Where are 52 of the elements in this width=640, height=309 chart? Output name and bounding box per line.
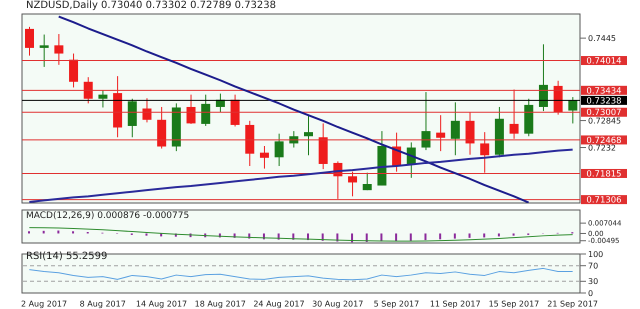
candlestick [362,172,372,191]
candlestick [304,114,313,156]
y-tick-label: 70 [588,262,598,271]
candlestick [260,145,269,170]
chart-title: MACD(12,26,9) 0.000876 -0.000775 [26,211,190,221]
chart-title: NZDUSD,Daily 0.73040 0.73302 0.72789 0.73238 [26,0,276,11]
x-tick-label: 11 Sep 2017 [430,300,481,309]
x-tick-label: 21 Sep 2017 [547,300,598,309]
line-series [28,227,574,242]
y-tick-label: 0.7232 [588,143,616,152]
x-tick-label: 24 Aug 2017 [253,300,305,309]
candlestick [98,90,108,108]
candlestick [69,53,78,88]
candlestick [480,132,490,174]
x-tick-label: 15 Sep 2017 [488,300,540,309]
candlestick [142,98,152,123]
candlestick [201,94,210,126]
candlestick [450,102,460,156]
candlestick [25,26,34,56]
y-tick-label: 0.72845 [588,116,622,126]
candlestick [84,76,93,104]
ref-line-label: 0.71306 [586,196,622,206]
ref-line-label: 0.73434 [586,86,622,96]
candlestick [436,114,446,152]
x-tick-label: 14 Aug 2017 [136,300,188,309]
x-tick-label: 5 Sep 2017 [374,300,420,309]
ref-line-label: 0.71815 [586,169,622,180]
x-tick-label: 30 Aug 2017 [312,300,364,309]
candlestick [568,96,578,124]
y-tick-label: 0.7445 [588,34,616,43]
candlestick [40,34,49,68]
candlestick [274,133,284,167]
candlestick [538,44,548,112]
candlestick [54,34,64,66]
x-tick-label: 2 Aug 2017 [20,300,68,309]
chart-title: RSI(14) 55.2599 [26,251,108,262]
ref-line-label: 0.72468 [586,136,622,146]
candlestick [186,94,196,124]
x-tick-label: 18 Aug 2017 [194,300,246,309]
y-tick-label: 0 [588,288,594,298]
candlestick [466,112,475,156]
x-tick-label: 8 Aug 2017 [80,300,126,309]
y-tick-label: 30 [588,277,598,286]
ref-line-label: 0.73007 [586,108,622,118]
candlestick [421,92,430,151]
line-series [28,268,574,280]
line-series [58,16,530,203]
candlestick [348,171,358,197]
y-tick-label: 100 [588,250,604,259]
candlestick [510,88,519,140]
ref-line-label: 0.74014 [586,56,622,67]
ref-line-label: 0.73238 [586,96,622,106]
